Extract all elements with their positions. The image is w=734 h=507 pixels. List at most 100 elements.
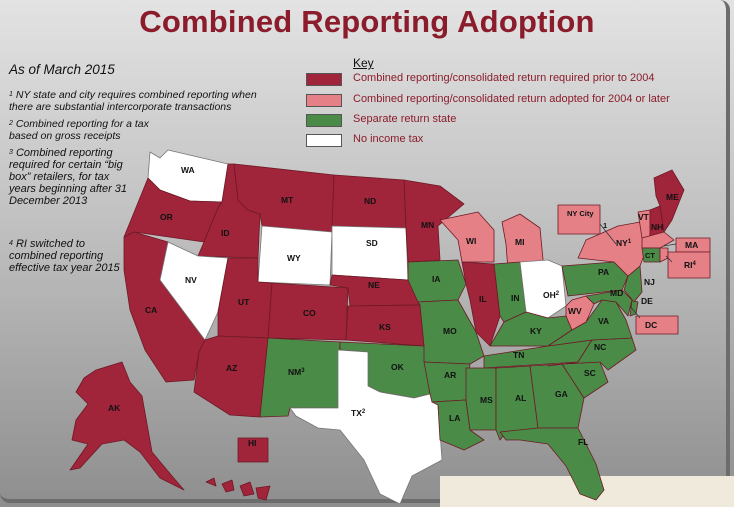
state-ma <box>641 231 675 249</box>
footnote-1: 1 NY state and city requires combined re… <box>9 89 279 113</box>
label-id: ID <box>221 228 230 238</box>
state-tx <box>289 349 443 505</box>
state-fl <box>499 427 605 501</box>
label-ma: MA <box>685 240 698 250</box>
key-label: Separate return state <box>353 113 457 125</box>
callout-dc <box>635 315 679 335</box>
state-wi <box>439 211 495 263</box>
key-swatch <box>306 114 342 127</box>
state-hi-island-4 <box>255 485 271 501</box>
label-oh-text: OH <box>543 290 556 300</box>
state-ms <box>465 367 497 431</box>
label-ny-sup: 1 <box>628 239 632 245</box>
label-md: MD <box>610 288 623 298</box>
footnote-2-text: Combined reporting for a tax based on gr… <box>9 118 149 142</box>
state-ar <box>423 361 471 403</box>
label-dc: DC <box>645 320 657 330</box>
state-az <box>193 335 269 418</box>
label-nm-text: NM <box>288 367 301 377</box>
label-de: DE <box>641 296 653 306</box>
label-ri-sup: 4 <box>693 261 697 267</box>
key-swatch <box>306 134 342 147</box>
key-swatch <box>306 73 342 86</box>
state-oh <box>519 259 567 319</box>
label-ms: MS <box>480 395 493 405</box>
footnote-3: 3 Combined reporting required for certai… <box>9 147 129 207</box>
state-de <box>629 299 639 317</box>
label-mi: MI <box>515 237 524 247</box>
state-sd <box>331 225 409 281</box>
label-sc: SC <box>584 368 596 378</box>
label-mn: MN <box>421 220 434 230</box>
state-ri <box>659 247 669 263</box>
key-title: Key <box>353 56 374 70</box>
footnote-3-text: Combined reporting required for certain … <box>9 147 128 207</box>
leader-dc <box>629 305 641 319</box>
label-al: AL <box>515 393 526 403</box>
label-nm-sup: 3 <box>301 368 305 374</box>
state-nm <box>259 337 341 418</box>
label-ri-text: RI <box>684 260 693 270</box>
footnote-4-number: 4 <box>9 240 13 247</box>
state-mn <box>403 179 465 263</box>
label-tx-sup: 2 <box>362 409 366 415</box>
label-il: IL <box>479 294 487 304</box>
label-ny-city-text: NY City <box>567 209 594 218</box>
callout-ny-city <box>557 204 601 235</box>
label-la: LA <box>449 413 460 423</box>
leader-ri <box>665 255 673 263</box>
label-va: VA <box>598 316 609 326</box>
footnote-1-text: NY state and city requires combined repo… <box>9 89 257 113</box>
label-ks: KS <box>379 322 391 332</box>
label-ri: RI4 <box>684 260 697 270</box>
label-nc: NC <box>594 342 606 352</box>
label-ny-text: NY <box>616 238 628 248</box>
label-wa: WA <box>181 165 195 175</box>
footnote-4-text: RI switched to combined reporting effect… <box>9 238 120 274</box>
state-md <box>585 289 633 317</box>
label-mo: MO <box>443 326 457 336</box>
label-oh: OH2 <box>543 290 560 300</box>
state-va <box>547 299 633 347</box>
callout-ri <box>667 251 711 279</box>
label-hi: HI <box>248 438 257 448</box>
state-hi-island-3 <box>239 481 255 497</box>
label-ut: UT <box>238 297 250 307</box>
key-label: Combined reporting/consolidated return r… <box>353 72 655 84</box>
leader-ma <box>663 243 677 247</box>
key-label: No income tax <box>353 133 424 145</box>
label-co: CO <box>303 308 316 318</box>
label-oh-sup: 2 <box>556 291 560 297</box>
label-nd: ND <box>364 196 376 206</box>
label-ca: CA <box>145 305 157 315</box>
state-me <box>653 169 685 233</box>
leader-ny-city <box>599 223 617 245</box>
label-in: IN <box>511 293 520 303</box>
label-ne: NE <box>368 280 380 290</box>
label-wy: WY <box>287 253 301 263</box>
key-label: Combined reporting/consolidated return a… <box>353 93 670 105</box>
label-nv: NV <box>185 275 197 285</box>
label-pa: PA <box>598 267 609 277</box>
label-sd: SD <box>366 238 378 248</box>
state-pa <box>561 261 629 297</box>
label-ga: GA <box>555 389 568 399</box>
label-tx-text: TX <box>351 408 362 418</box>
label-ok: OK <box>391 362 405 372</box>
label-mt: MT <box>281 195 294 205</box>
state-ca <box>123 231 206 383</box>
footnote-1-number: 1 <box>9 91 13 98</box>
key-swatch <box>306 94 342 107</box>
footnote-4: 4 RI switched to combined reporting effe… <box>9 238 121 274</box>
page-title: Combined Reporting Adoption <box>139 4 595 39</box>
label-ak: AK <box>108 403 121 413</box>
state-hi-island-1 <box>205 477 217 487</box>
label-wv: WV <box>568 306 582 316</box>
label-wi: WI <box>466 236 476 246</box>
label-ct: CT <box>645 251 655 260</box>
label-nm: NM3 <box>288 367 305 377</box>
label-ny-city: NY City <box>567 209 594 218</box>
label-ky: KY <box>530 326 542 336</box>
